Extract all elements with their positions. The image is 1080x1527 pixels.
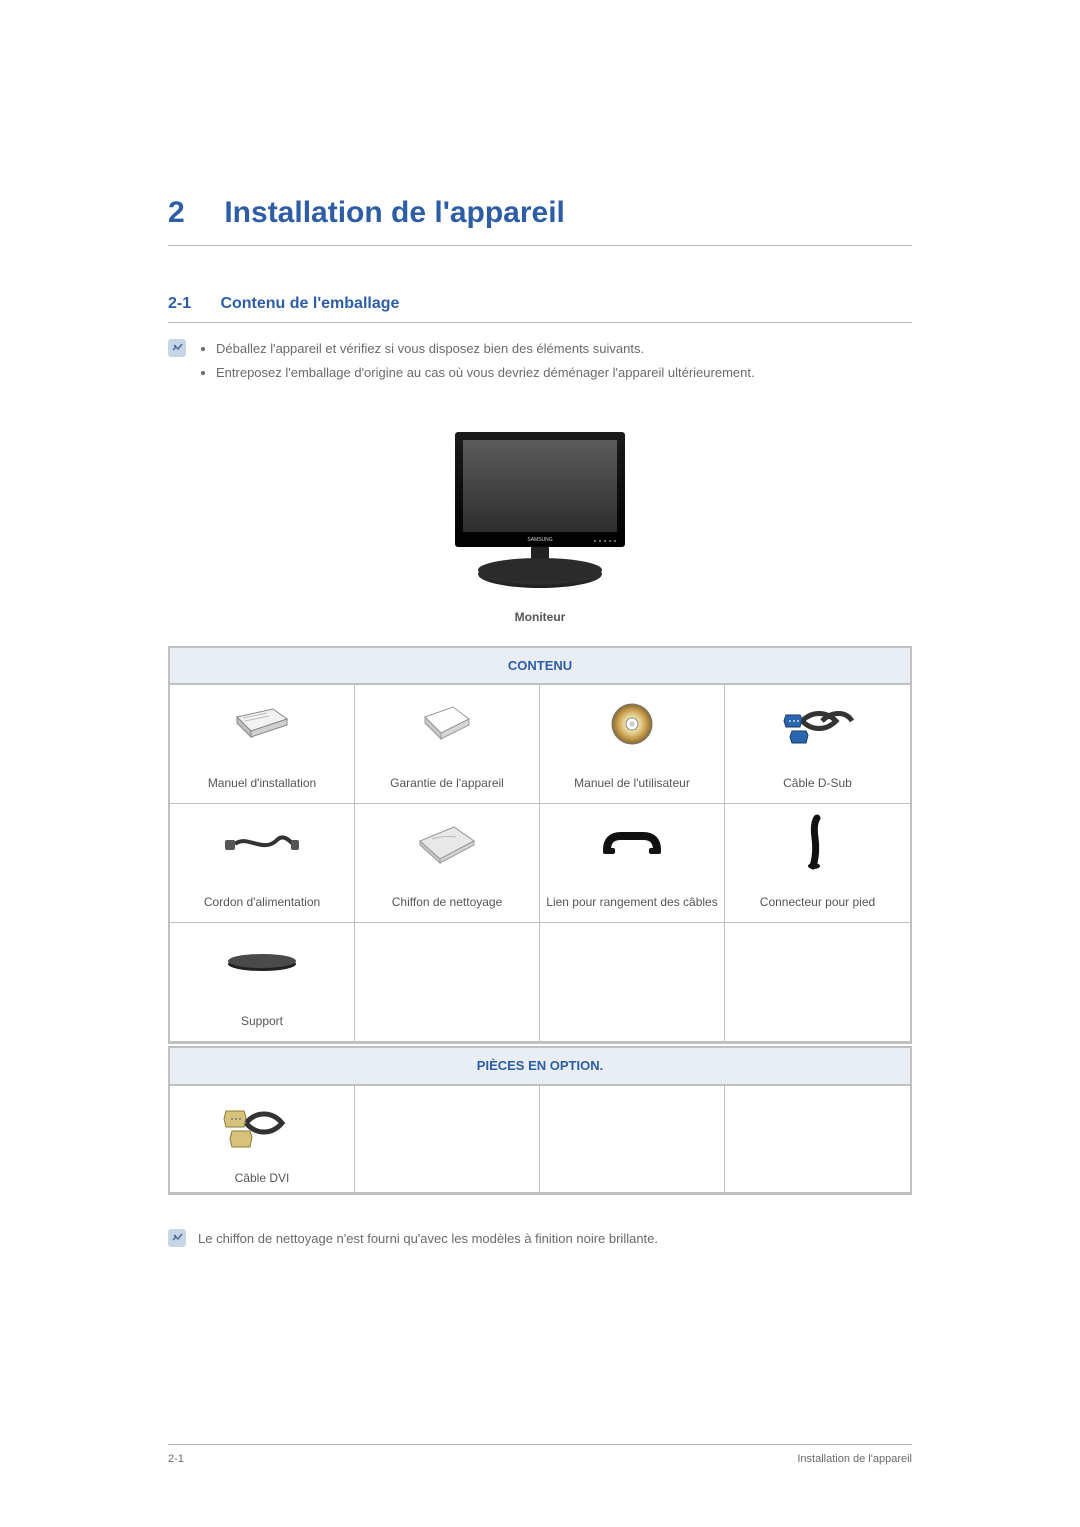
cell-label: Lien pour rangement des câbles xyxy=(540,882,725,923)
footer-rule xyxy=(168,1444,912,1445)
cable-holder-icon xyxy=(540,804,725,882)
cell-label: Support xyxy=(170,1001,355,1042)
cd-icon xyxy=(540,685,725,763)
cell-label xyxy=(540,1001,725,1042)
contents-heading: CONTENU xyxy=(170,648,910,686)
cell-label: Connecteur pour pied xyxy=(725,882,910,923)
monitor-figure: SAMSUNG Moniteur xyxy=(168,424,912,626)
cell-label xyxy=(355,1164,540,1193)
table-row xyxy=(170,685,910,763)
install-manual-icon xyxy=(170,685,355,763)
page-footer: 2-1 Installation de l'appareil xyxy=(168,1444,912,1468)
table-row: Câble DVI xyxy=(170,1164,910,1193)
option-heading: PIÈCES EN OPTION. xyxy=(170,1046,910,1086)
cell-label: Câble D-Sub xyxy=(725,763,910,804)
note-bullet: Entreposez l'emballage d'origine au cas … xyxy=(216,363,755,383)
chapter-number: 2 xyxy=(168,190,216,235)
section-title-text: Contenu de l'emballage xyxy=(220,295,399,312)
table-row: Support xyxy=(170,1001,910,1042)
footer-right: Installation de l'appareil xyxy=(797,1451,912,1468)
chapter-title: 2 Installation de l'appareil xyxy=(168,190,912,235)
empty-cell xyxy=(355,1086,540,1164)
cell-label: Câble DVI xyxy=(170,1164,355,1193)
cell-label xyxy=(725,1164,910,1193)
cell-label: Cordon d'alimentation xyxy=(170,882,355,923)
empty-cell xyxy=(725,923,910,1001)
footer-left: 2-1 xyxy=(168,1451,184,1468)
power-cord-icon xyxy=(170,804,355,882)
note-icon xyxy=(168,1229,186,1247)
table-row xyxy=(170,804,910,882)
footnote-block: Le chiffon de nettoyage n'est fourni qu'… xyxy=(168,1229,912,1249)
contents-table: CONTENU xyxy=(168,646,912,1045)
empty-cell xyxy=(540,923,725,1001)
option-table: PIÈCES EN OPTION. Câble DVI xyxy=(168,1046,912,1195)
cell-label xyxy=(355,1001,540,1042)
stand-connector-icon xyxy=(725,804,910,882)
empty-cell xyxy=(540,1086,725,1164)
section-rule xyxy=(168,322,912,323)
monitor-icon: SAMSUNG xyxy=(445,424,635,600)
table-row xyxy=(170,923,910,1001)
cleaning-cloth-icon xyxy=(355,804,540,882)
cell-label xyxy=(725,1001,910,1042)
table-row xyxy=(170,1086,910,1164)
empty-cell xyxy=(355,923,540,1001)
dvi-cable-icon xyxy=(170,1086,355,1164)
chapter-title-text: Installation de l'appareil xyxy=(224,196,565,229)
note-bullet-list: Déballez l'appareil et vérifiez si vous … xyxy=(198,339,755,386)
stand-base-icon xyxy=(170,923,355,1001)
cell-label: Manuel d'installation xyxy=(170,763,355,804)
cell-label: Chiffon de nettoyage xyxy=(355,882,540,923)
empty-cell xyxy=(725,1086,910,1164)
warranty-card-icon xyxy=(355,685,540,763)
section-number: 2-1 xyxy=(168,292,216,316)
note-icon xyxy=(168,339,186,357)
cell-label: Garantie de l'appareil xyxy=(355,763,540,804)
footnote-text: Le chiffon de nettoyage n'est fourni qu'… xyxy=(198,1229,658,1249)
table-row: Cordon d'alimentation Chiffon de nettoya… xyxy=(170,882,910,923)
note-bullet: Déballez l'appareil et vérifiez si vous … xyxy=(216,339,755,359)
monitor-caption: Moniteur xyxy=(168,608,912,626)
section-title: 2-1 Contenu de l'emballage xyxy=(168,292,912,316)
dsub-cable-icon xyxy=(725,685,910,763)
table-row: Manuel d'installation Garantie de l'appa… xyxy=(170,763,910,804)
cell-label: Manuel de l'utilisateur xyxy=(540,763,725,804)
chapter-rule xyxy=(168,245,912,246)
note-block: Déballez l'appareil et vérifiez si vous … xyxy=(168,339,912,386)
svg-text:SAMSUNG: SAMSUNG xyxy=(527,537,552,543)
cell-label xyxy=(540,1164,725,1193)
